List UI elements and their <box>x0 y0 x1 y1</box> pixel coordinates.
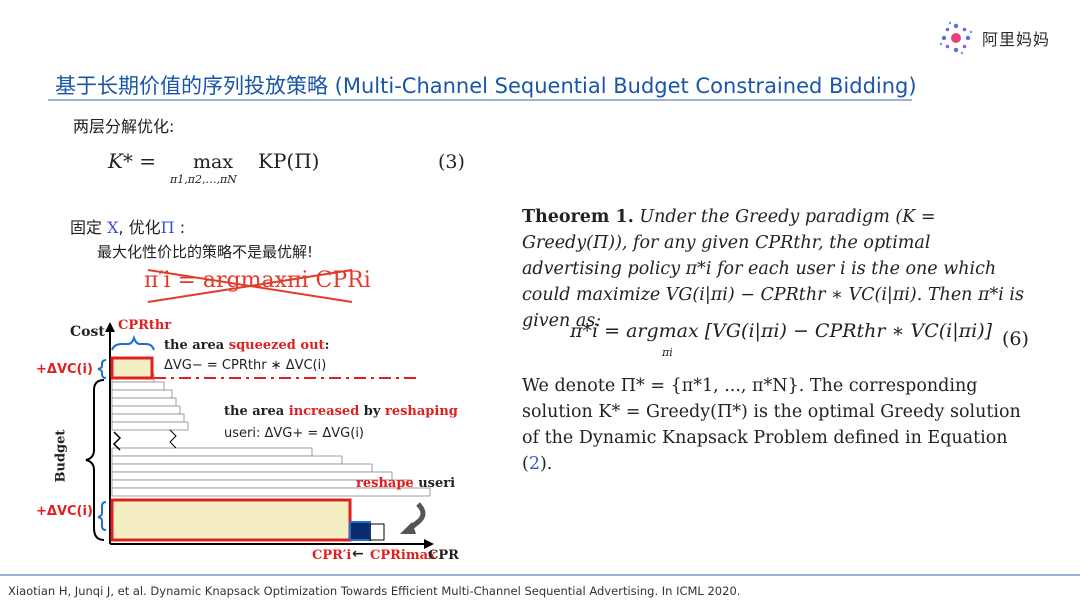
logo-text: 阿里妈妈 <box>982 30 1051 49</box>
title-divider <box>48 99 912 101</box>
x-axis-arrow <box>424 539 434 549</box>
diagram-svg <box>85 322 434 549</box>
squeezed-suffix: : <box>324 338 330 353</box>
alimama-sparkle-icon <box>939 21 973 55</box>
eq6-number: (6) <box>1002 328 1029 350</box>
eq3-subscript: π1,π2,…,πN <box>170 173 237 186</box>
theorem-block: Theorem 1. Under the Greedy paradigm (K … <box>522 204 1034 334</box>
reshape-rest: useri <box>413 476 456 491</box>
budget-label: Budget <box>53 429 69 483</box>
equation-ref-link[interactable]: 2 <box>528 454 540 474</box>
slide-title: 基于长期价值的序列投放策略 (Multi-Channel Sequential … <box>55 74 917 98</box>
increased-label: the area increased by reshaping <box>224 404 458 419</box>
equation-6: π*i = argmax [VG(i|πi) − CPRthr ∗ VC(i|π… <box>570 318 1030 366</box>
eq3-kp: KP(Π) <box>258 149 320 173</box>
reshape-arrow-icon <box>406 502 426 532</box>
y-axis-label: Cost <box>70 324 105 340</box>
eq3-lhs: K* = <box>108 149 157 173</box>
theorem-statement: Under the Greedy paradigm (K = Greedy(Π)… <box>522 207 1024 331</box>
fix-var-x: X <box>107 218 119 237</box>
eq6-subscript: πi <box>662 346 673 359</box>
increased-red2: reshaping <box>384 404 458 419</box>
eq3-number: (3) <box>438 151 465 173</box>
cpr-prime-label: CPR′i <box>312 548 352 563</box>
budget-brace <box>85 379 105 541</box>
bar-break-mark <box>169 429 177 449</box>
note-not-optimal: 最大化性价比的策略不是最优解! <box>97 243 314 261</box>
fix-suffix: : <box>174 218 186 237</box>
alimama-logo: 阿里妈妈 <box>938 18 1063 58</box>
squeezed-red: squeezed out <box>228 338 325 353</box>
fix-mid: , 优化 <box>118 218 161 237</box>
equation-3: K* = max π1,π2,…,πN KP(Π) (3) <box>108 145 468 195</box>
struck-formula: π′i = argmaxπi CPRi <box>140 268 371 304</box>
theorem-label: Theorem 1. <box>522 207 634 227</box>
increased-equation: useri: ΔVG+ = ΔVG(i) <box>224 426 365 441</box>
squeezed-label: the area squeezed out: <box>164 338 329 353</box>
reshaped-segment <box>349 521 371 541</box>
delta-vc-label-top: +ΔVC(i) <box>36 362 93 377</box>
max-segment <box>369 523 385 541</box>
conclusion-italic2: defined in Equation ( <box>522 428 1008 474</box>
increased-red: increased <box>288 404 360 419</box>
fix-prefix: 固定 <box>70 218 108 237</box>
eq6-main: π*i = argmax [VG(i|πi) − CPRthr ∗ VC(i|π… <box>570 320 993 342</box>
eq3-max: max <box>193 151 234 173</box>
cpr-thr-label: CPRthr <box>118 318 172 333</box>
delta-vc-brace-top <box>97 359 107 379</box>
stacked-bars <box>111 373 431 497</box>
conclusion-italic: We denote Π* = {π*1, ..., π*N}. The corr… <box>522 376 1021 448</box>
increased-prefix: the area <box>224 404 289 419</box>
citation-footer: Xiaotian H, Junqi J, et al. Dynamic Knap… <box>8 584 741 598</box>
subheading: 两层分解优化: <box>73 117 175 136</box>
user-i-bar <box>110 498 352 542</box>
y-axis-arrow <box>105 322 115 332</box>
theorem-conclusion: We denote Π* = {π*1, ..., π*N}. The corr… <box>522 373 1034 477</box>
delta-vc-label-bottom: +ΔVC(i) <box>36 504 93 519</box>
squeezed-bar <box>110 356 154 380</box>
axis-break-mark <box>112 431 122 451</box>
cpr-arrow: ← <box>352 546 364 562</box>
budget-diagram: Cost CPRthr +ΔVC(i) +ΔVC(i) Budget the a… <box>30 318 470 573</box>
squeezed-equation: ΔVG− = CPRthr ∗ ΔVC(i) <box>164 358 327 373</box>
cpr-thr-brace <box>111 334 155 351</box>
squeezed-prefix: the area <box>164 338 229 353</box>
conclusion-end: ). <box>539 454 553 474</box>
strike-cross-icon <box>147 269 353 303</box>
reshape-red: reshape <box>356 476 414 491</box>
cpr-max-label: CPRimax <box>370 548 436 563</box>
delta-vc-brace-bottom <box>97 501 107 531</box>
reshape-arrowhead-icon <box>400 522 416 534</box>
increased-mid: by <box>359 404 385 419</box>
reshape-label: reshape useri <box>356 476 455 491</box>
fix-statement: 固定 X, 优化Π : <box>70 214 185 238</box>
footer-divider <box>0 574 1080 576</box>
fix-var-pi: Π <box>160 218 175 237</box>
conclusion-normal: Dynamic Knapsack Problem <box>578 428 828 448</box>
x-axis-label: CPR <box>428 548 459 563</box>
